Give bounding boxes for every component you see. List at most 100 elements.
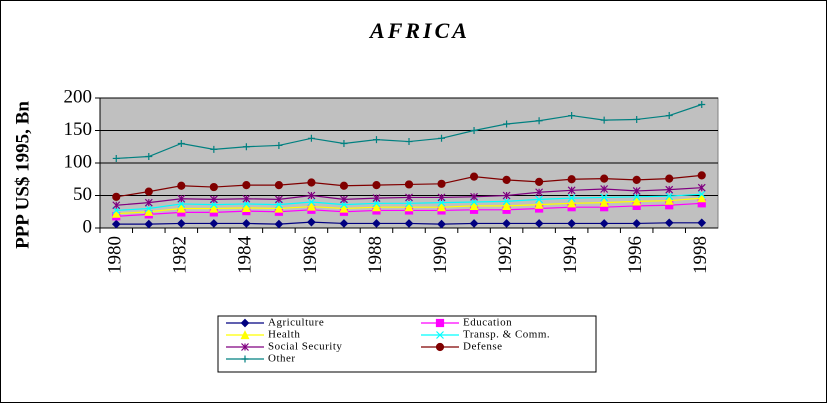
x-tick-label: 1984 — [235, 236, 256, 275]
legend-marker — [436, 331, 444, 339]
data-point — [209, 195, 218, 204]
data-point — [405, 199, 413, 208]
data-point — [242, 219, 251, 228]
data-point — [274, 195, 283, 204]
data-point — [177, 194, 186, 203]
data-point — [535, 188, 544, 197]
data-point — [567, 175, 576, 184]
data-point — [372, 136, 380, 144]
legend-label: Transp. & Comm. — [463, 329, 550, 341]
legend-marker — [435, 318, 445, 328]
x-tick-label: 1992 — [495, 236, 516, 274]
legend-marker — [435, 342, 445, 352]
data-point — [405, 193, 413, 202]
legend-marker — [240, 318, 250, 328]
data-point — [535, 117, 543, 125]
data-point — [210, 145, 218, 153]
data-point — [534, 199, 544, 209]
data-point — [111, 208, 121, 218]
data-point — [372, 194, 381, 203]
data-point — [502, 219, 511, 228]
data-point — [307, 191, 316, 200]
data-point — [307, 198, 316, 206]
data-point — [177, 181, 186, 190]
x-tick-label: 1986 — [300, 236, 321, 274]
data-point — [209, 182, 218, 192]
data-point — [697, 190, 706, 199]
legend-label: Education — [463, 317, 512, 329]
x-tick-label: 1988 — [365, 236, 386, 274]
data-point — [339, 181, 349, 190]
data-point — [111, 219, 121, 229]
data-point — [372, 202, 381, 212]
data-point — [144, 206, 154, 216]
data-point — [437, 219, 446, 229]
data-point — [503, 120, 511, 128]
data-point — [469, 172, 479, 181]
data-point — [632, 196, 642, 206]
data-point — [469, 201, 479, 210]
data-point — [664, 218, 674, 228]
data-point — [534, 219, 544, 228]
data-point — [535, 177, 544, 186]
data-point — [144, 198, 153, 207]
data-point — [697, 193, 707, 203]
data-point — [404, 202, 414, 212]
legend-label: Social Security — [268, 341, 342, 353]
x-tick-label: 1982 — [170, 236, 191, 274]
data-point — [600, 116, 608, 124]
data-point — [632, 192, 641, 201]
legend-label: Defense — [463, 341, 503, 353]
data-point — [632, 219, 642, 228]
data-point — [535, 195, 544, 204]
x-tick-label: 1980 — [105, 236, 126, 274]
data-point — [209, 203, 219, 213]
data-point — [599, 197, 609, 207]
data-point — [112, 201, 121, 210]
data-point — [242, 194, 251, 203]
x-tick-label: 1996 — [625, 236, 646, 274]
data-point — [469, 219, 479, 228]
legend-marker — [240, 330, 250, 340]
data-point — [242, 143, 250, 151]
chart-title: AFRICA — [368, 18, 470, 43]
data-point — [665, 174, 674, 183]
data-point — [697, 183, 706, 192]
data-point — [632, 175, 641, 184]
x-tick-label: 1994 — [560, 236, 581, 275]
x-tick-label: 1990 — [430, 236, 451, 274]
data-point — [144, 187, 153, 196]
data-point — [372, 219, 381, 228]
data-point — [567, 198, 577, 208]
data-point — [274, 181, 283, 190]
data-point — [307, 217, 316, 227]
data-point — [567, 186, 576, 195]
data-point — [404, 180, 414, 189]
data-point — [112, 154, 120, 162]
data-point — [470, 192, 478, 201]
y-tick-label: 150 — [64, 119, 93, 140]
data-point — [438, 134, 446, 142]
data-point — [664, 195, 674, 205]
data-point — [307, 178, 316, 187]
data-point — [697, 218, 707, 228]
data-point — [209, 219, 219, 228]
data-point — [502, 201, 512, 210]
data-point — [698, 101, 706, 108]
data-point — [599, 219, 609, 228]
data-point — [241, 203, 251, 212]
data-point — [274, 203, 284, 213]
data-point — [145, 153, 153, 160]
y-axis-title: PPP US$ 1995, Bn — [12, 101, 33, 249]
legend-label: Agriculture — [268, 317, 324, 329]
data-point — [567, 219, 576, 228]
data-point — [567, 194, 576, 203]
data-point — [372, 181, 381, 190]
legend-marker — [241, 355, 249, 363]
data-point — [275, 141, 283, 149]
data-point — [665, 185, 674, 194]
data-point — [306, 201, 316, 211]
data-point — [632, 187, 641, 195]
data-point — [340, 195, 348, 204]
